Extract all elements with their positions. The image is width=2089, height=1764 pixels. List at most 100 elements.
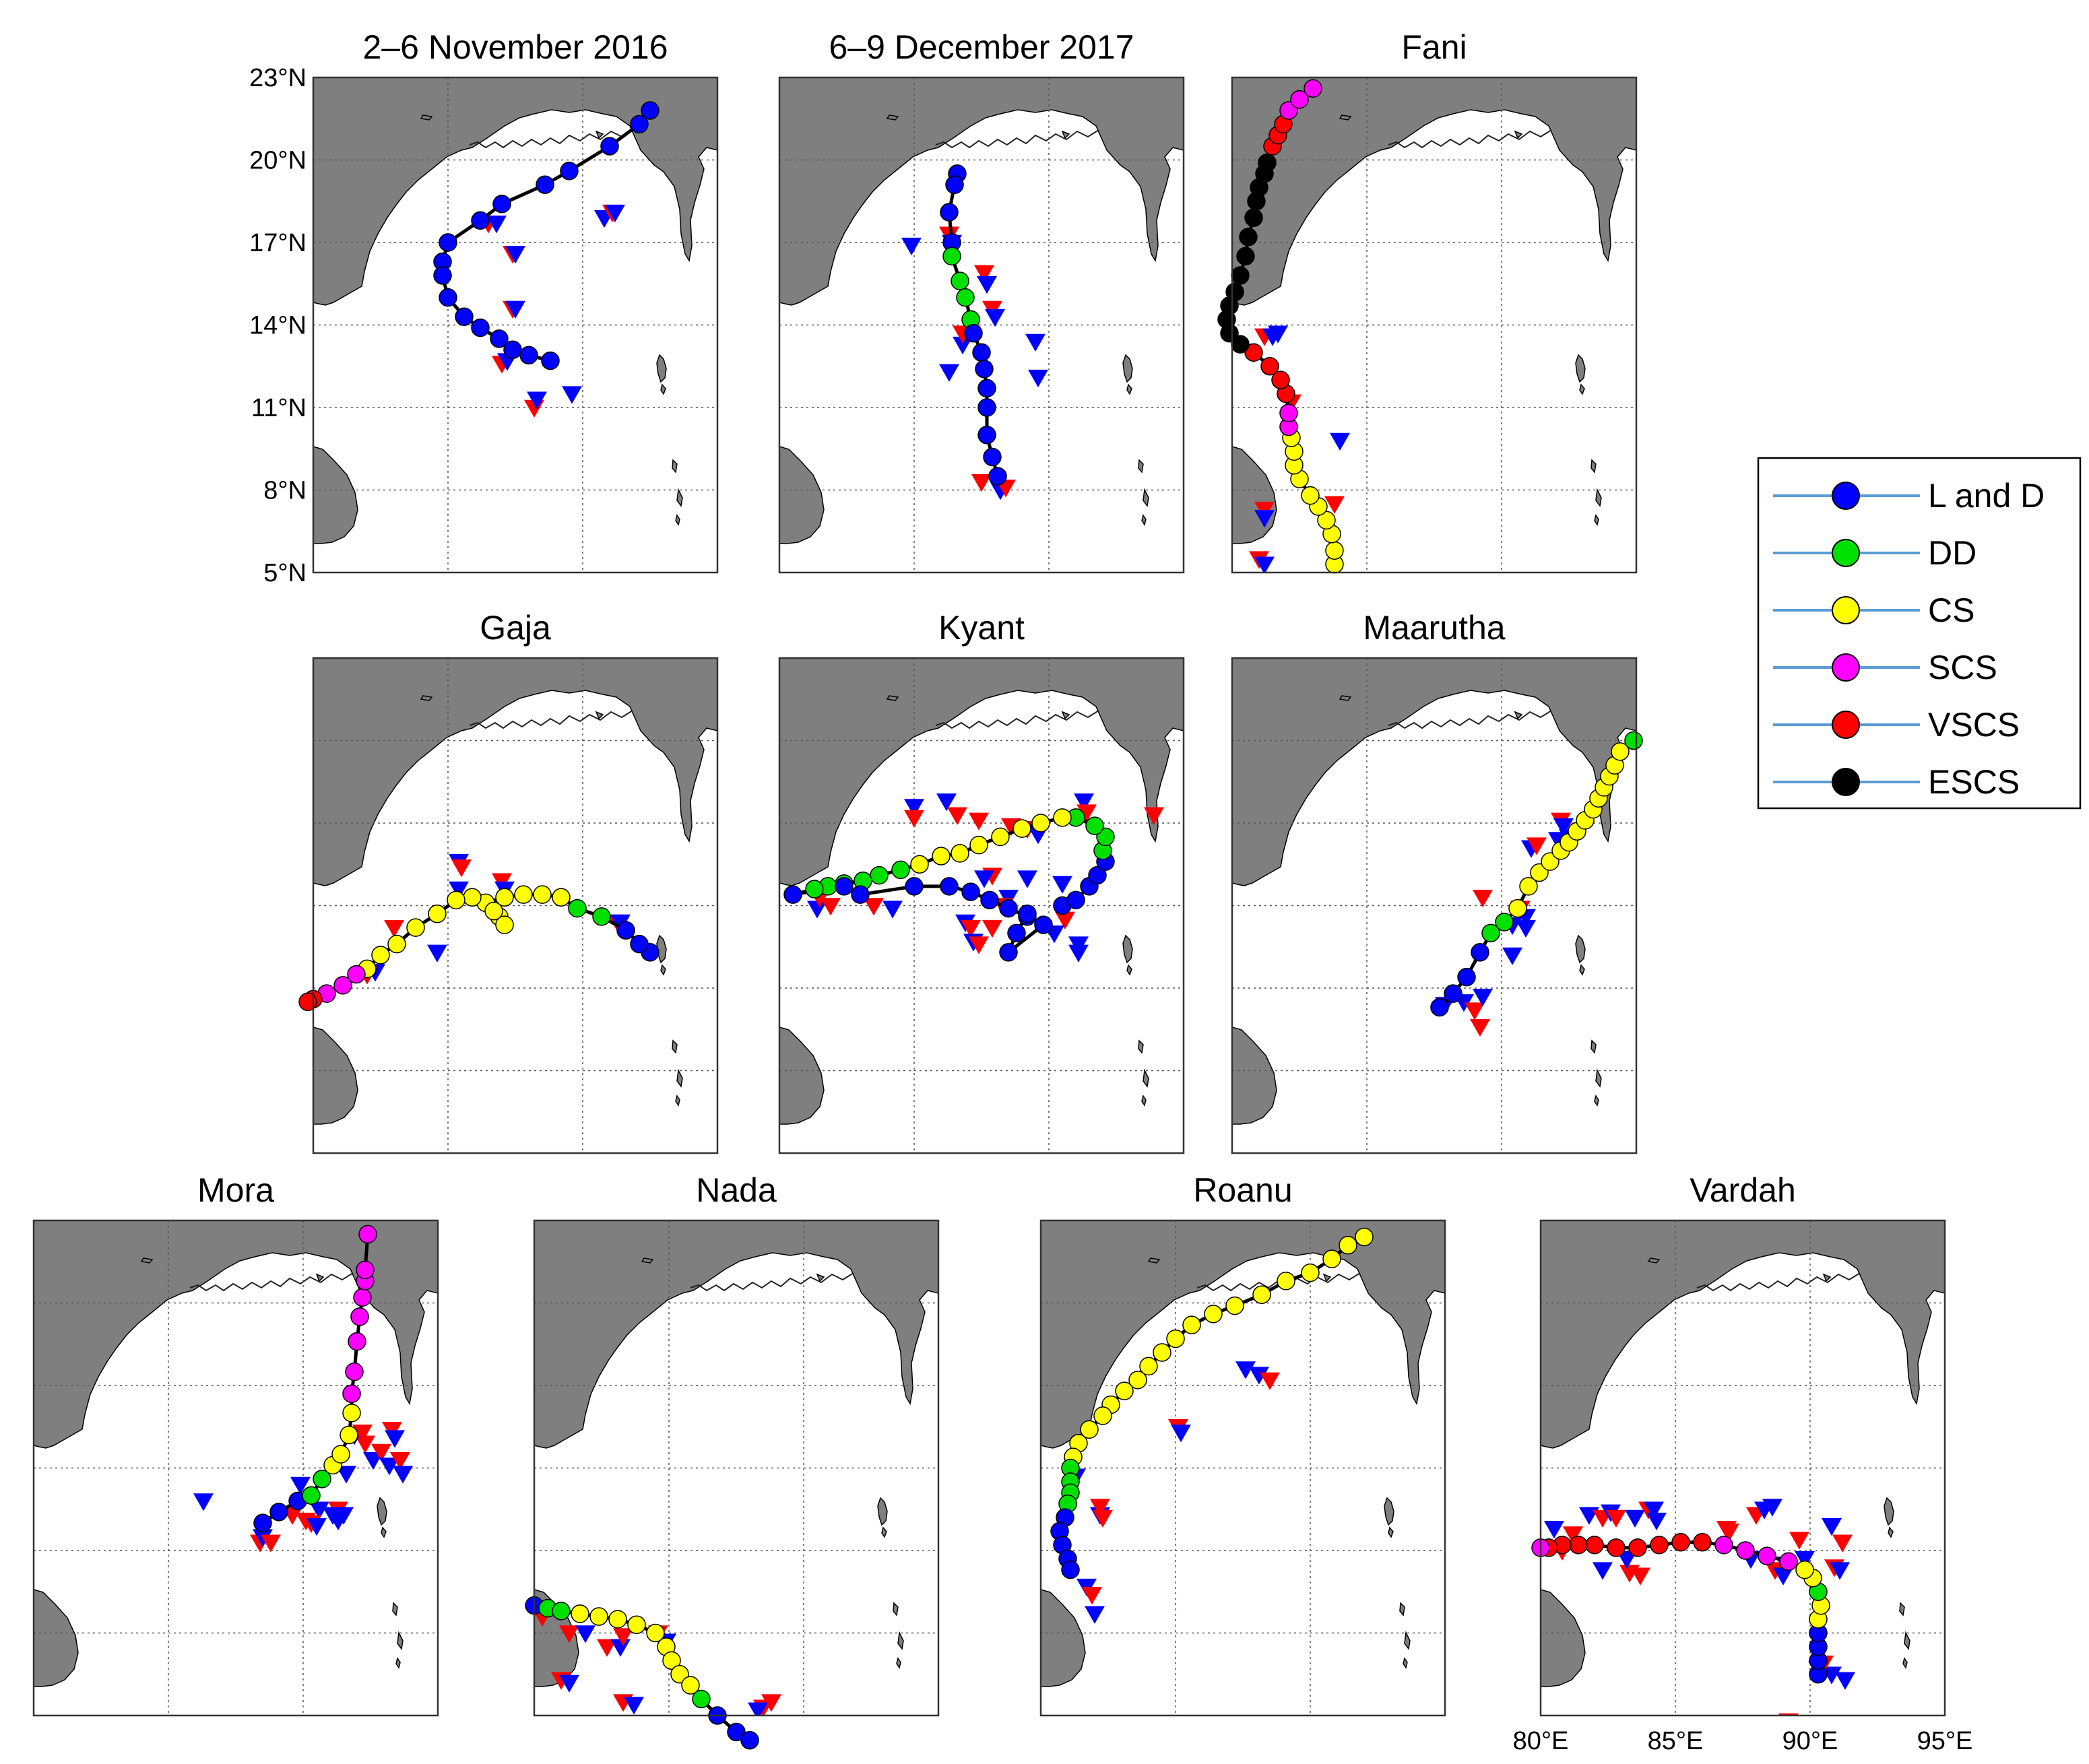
track-point [1607,1538,1626,1557]
float-marker [1090,1499,1110,1517]
track-point [1225,1296,1244,1315]
float-marker [1516,919,1536,938]
graticule [313,77,717,573]
float-marker [1832,1534,1853,1553]
track-point [600,137,619,156]
track-point [945,175,964,194]
track-point [568,899,587,918]
track-point [851,885,870,904]
float-marker [1235,1361,1256,1379]
track-point [592,907,611,926]
float-marker [1076,804,1097,822]
legend-marker [1832,653,1860,682]
legend-marker [1832,539,1860,567]
float-marker [261,1534,281,1553]
track-point [406,918,425,937]
track-point [1080,1420,1099,1439]
track-point [1139,1357,1158,1376]
float-marker [1324,496,1345,514]
track-point [942,247,961,266]
float-marker [971,474,992,492]
track-point [956,288,975,307]
track-point [1355,1227,1374,1247]
track-point [1628,1538,1647,1557]
float-marker [882,901,903,919]
float-marker [1093,1509,1113,1528]
map-content [313,77,717,573]
track-point [972,343,991,362]
panel-title-roanu: Roanu [1193,1171,1292,1209]
track-point [348,1332,366,1351]
map-panel-dec2017: 6–9 December 2017 [778,28,1185,574]
legend-box [1757,457,2082,810]
track-point [1231,266,1250,285]
graticule [313,658,717,1153]
track-point [932,847,951,865]
float-marker [1630,1567,1650,1586]
track-point [495,888,514,907]
float-marker [1028,369,1048,388]
legend: L and D DD CS SCS VSCS ESCS [1757,457,2082,810]
lon-tick-label: 85°E [1648,1727,1704,1755]
float-marker [1074,793,1094,812]
track-point [495,915,514,934]
track-point [1611,742,1630,761]
track-point [940,203,959,222]
float-marker [1795,1551,1815,1569]
float-marker [1606,1509,1626,1528]
panel-title-nov2016: 2–6 November 2016 [362,28,668,66]
panels-layer: 2–6 November 2016 6–9 December 2017 Fani Ga… [32,28,1946,1750]
track-point [1093,1406,1112,1425]
track-point [1115,1381,1134,1400]
float-marker [977,276,997,294]
panel-title-vardah: Vardah [1690,1171,1796,1209]
float-marker [390,1452,410,1470]
track-point [1650,1536,1669,1555]
track-point [1153,1343,1171,1362]
float-marker [1144,807,1164,825]
float-marker [969,812,989,830]
float-marker [1644,1501,1664,1520]
lat-tick-label: 11°N [251,394,307,422]
legend-item: L and D [1773,477,2045,515]
track-point [298,992,317,1012]
track-point [536,175,554,194]
track-point [1714,1536,1733,1555]
graticule [34,1220,438,1716]
track-point [1444,984,1463,1003]
panel-title-fani: Fani [1401,28,1467,66]
float-marker [1068,944,1089,962]
float-marker [904,799,924,817]
float-marker [613,1628,633,1646]
track-point [358,1224,377,1244]
float-marker [748,1702,768,1716]
track-point [356,1260,375,1280]
float-marker [427,944,447,962]
track-point [646,1623,665,1643]
legend-item: DD [1773,534,1976,572]
float-marker [1762,1499,1782,1517]
track-point [439,233,457,252]
float-marker [1473,890,1493,908]
axis-tick-labels: 23°N 20°N 17°N 14°N 11°N 8°N 5°N 80°E 85°E 90°E 95… [249,64,1972,1755]
map-panel-fani: Fani [1217,28,1638,574]
panel-title-nada: Nada [696,1171,777,1209]
float-marker [1470,1018,1490,1037]
lat-tick-label: 14°N [249,312,307,340]
track-point [1260,357,1279,376]
track-point [552,1602,571,1621]
graticule [1232,77,1636,573]
track-point [1225,282,1244,302]
legend-marker [1832,482,1860,510]
track-point [1519,877,1538,896]
legend-label: SCS [1928,649,1997,686]
track-point [1166,1329,1185,1348]
float-marker [1719,1524,1739,1542]
float-marker [1085,1606,1105,1624]
lon-tick-label: 95°E [1917,1727,1973,1755]
track-point [1317,511,1336,530]
panel-title-maarutha: Maarutha [1363,609,1505,647]
panel-title-gaja: Gaja [480,609,551,647]
map-panel-gaja: Gaja [298,609,719,1154]
